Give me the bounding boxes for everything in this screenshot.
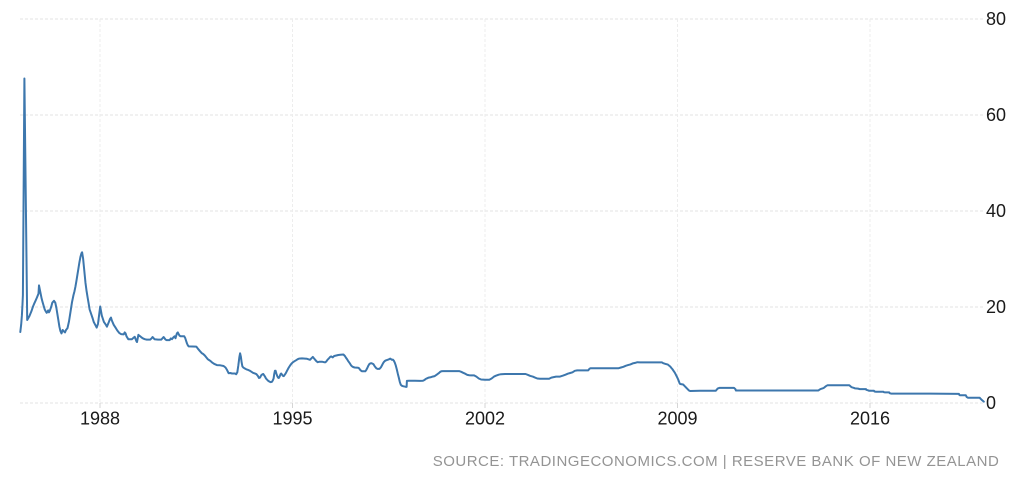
svg-text:2016: 2016 [850,408,890,428]
svg-text:1988: 1988 [80,408,120,428]
svg-text:1995: 1995 [272,408,312,428]
svg-text:0: 0 [986,393,996,413]
svg-text:2002: 2002 [465,408,505,428]
svg-text:2009: 2009 [657,408,697,428]
svg-text:40: 40 [986,201,1006,221]
svg-text:80: 80 [986,9,1006,29]
svg-text:20: 20 [986,297,1006,317]
svg-text:SOURCE: TRADINGECONOMICS.COM |: SOURCE: TRADINGECONOMICS.COM | RESERVE B… [433,453,1000,470]
svg-text:60: 60 [986,105,1006,125]
